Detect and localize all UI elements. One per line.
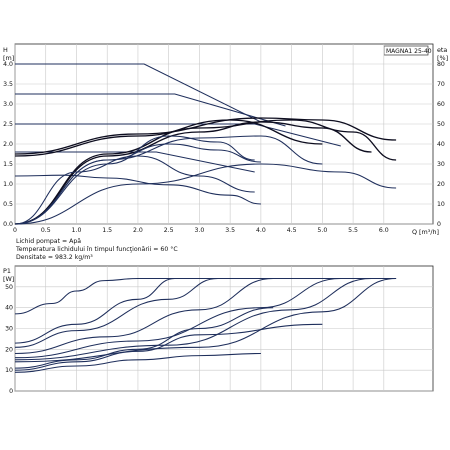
head-curve-7 — [14, 117, 397, 155]
power-y-tick-label: 20 — [5, 346, 13, 353]
x-tick-label: 1.0 — [72, 227, 82, 234]
fluid-note-2: Temperatura lichidului în timpul funcţio… — [15, 245, 178, 253]
x-axis-label: Q [m³/h] — [412, 228, 439, 236]
y-tick-label-right: 80 — [437, 61, 445, 68]
power-curve-5 — [14, 277, 341, 359]
head-curve-12 — [14, 135, 255, 225]
power-curve-10 — [14, 352, 261, 373]
y-tick-label-left: 3.5 — [3, 81, 13, 88]
power-y-tick-label: 40 — [5, 305, 13, 312]
head-curve-8 — [14, 121, 372, 225]
power-y-tick-label: 50 — [5, 284, 13, 291]
y-tick-label-left: 0.5 — [3, 201, 13, 208]
y-tick-label-right: 0 — [437, 221, 441, 228]
x-tick-label: 4.5 — [287, 227, 297, 234]
power-curve-4 — [14, 277, 274, 355]
head-curve-1 — [15, 63, 262, 123]
x-tick-label: 3.5 — [225, 227, 235, 234]
head-chart-y-ticks-right: 0 10 20 30 40 50 60 70 80 — [437, 61, 445, 228]
head-chart-x-ticks: 0 0.5 1.0 1.5 2.0 2.5 3.0 3.5 4.0 4.5 5.0 5.5 6.0 — [13, 227, 389, 234]
power-chart-grid — [14, 266, 433, 392]
head-curve-13 — [14, 155, 255, 225]
head-curve-2 — [15, 93, 286, 127]
power-y-axis-title: P1 — [3, 267, 11, 275]
y-tick-label-left: 1.5 — [3, 161, 13, 168]
power-chart-y-ticks: 0 10 20 30 40 50 — [5, 284, 13, 395]
power-curve-3 — [14, 277, 218, 348]
power-curve-2 — [14, 277, 175, 344]
power-curve-9 — [14, 323, 323, 371]
power-y-tick-label: 10 — [5, 367, 13, 374]
y-tick-label-left: 1.0 — [3, 181, 13, 188]
head-curve-3 — [15, 123, 341, 147]
head-curve-14 — [14, 163, 397, 225]
x-tick-label: 0 — [13, 227, 17, 234]
power-curve-6 — [14, 277, 372, 361]
x-tick-label: 1.5 — [102, 227, 112, 234]
model-label: MAGNA1 25-40 — [386, 48, 432, 55]
y-tick-label-left: 3.0 — [3, 101, 13, 108]
x-tick-label: 4.0 — [256, 227, 266, 234]
x-tick-label: 5.5 — [348, 227, 358, 234]
head-curve-5 — [14, 174, 261, 205]
y-tick-label-right: 60 — [437, 101, 445, 108]
fluid-note-3: Densitate = 983.2 kg/m³ — [16, 254, 93, 261]
y-tick-label-right: 70 — [437, 81, 445, 88]
y-axis-title-left: H — [3, 46, 8, 54]
y-tick-label-left: 0.0 — [3, 221, 13, 228]
power-curve-1 — [14, 277, 397, 315]
power-y-axis-unit: [W] — [3, 275, 14, 283]
head-chart-y-ticks-left: 0.0 0.5 1.0 1.5 2.0 2.5 3.0 3.5 4.0 — [3, 61, 13, 228]
y-axis-title-right: eta — [437, 46, 447, 54]
power-y-tick-label: 0 — [9, 388, 13, 395]
y-axis-unit-left: [m] — [3, 54, 14, 62]
y-tick-label-left: 4.0 — [3, 61, 13, 68]
x-tick-label: 0.5 — [41, 227, 51, 234]
y-axis-unit-right: [%] — [437, 54, 448, 62]
head-chart-frame — [14, 43, 434, 225]
y-tick-label-right: 20 — [437, 181, 445, 188]
y-tick-label-right: 10 — [437, 201, 445, 208]
x-tick-label: 5.0 — [317, 227, 327, 234]
head-chart-curves — [14, 63, 397, 225]
y-tick-label-right: 50 — [437, 121, 445, 128]
x-tick-label: 6.0 — [379, 227, 389, 234]
fluid-note-1: Lichid pompat = Apă — [16, 238, 81, 245]
power-curve-7 — [14, 277, 397, 363]
y-tick-label-left: 2.5 — [3, 121, 13, 128]
x-tick-label: 3.0 — [194, 227, 204, 234]
power-curve-8 — [14, 307, 274, 369]
y-tick-label-right: 30 — [437, 161, 445, 168]
x-tick-label: 2.0 — [133, 227, 143, 234]
y-tick-label-left: 2.0 — [3, 141, 13, 148]
head-curve-4 — [15, 151, 255, 173]
x-tick-label: 2.5 — [164, 227, 174, 234]
y-tick-label-right: 40 — [437, 141, 445, 148]
power-y-tick-label: 30 — [5, 326, 13, 333]
head-curve-11 — [14, 135, 323, 225]
power-chart-curves — [14, 277, 397, 373]
head-curve-9 — [14, 119, 397, 225]
head-chart-grid — [14, 44, 433, 225]
